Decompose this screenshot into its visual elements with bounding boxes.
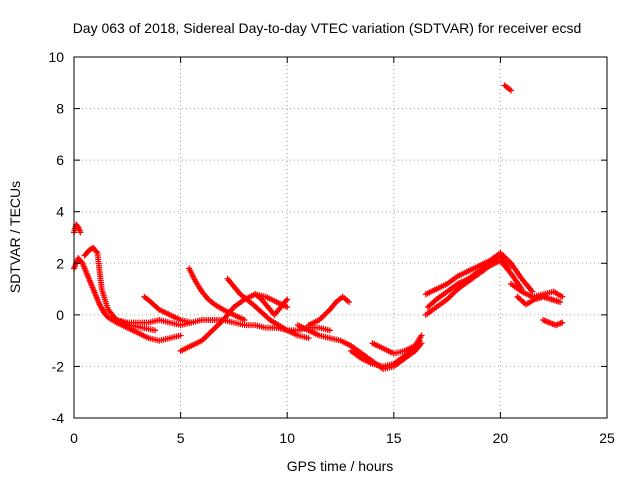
series-arc-mid-2 (141, 293, 195, 326)
data-point (77, 229, 84, 236)
series-arc-mid-6 (252, 291, 291, 318)
series-arc-mid-4 (177, 291, 291, 354)
data-point (241, 317, 248, 324)
data-point (284, 304, 291, 311)
y-tick-label: 4 (56, 204, 64, 220)
x-tick-label: 5 (177, 430, 185, 446)
y-tick-label: 6 (56, 152, 64, 168)
data-point (418, 332, 425, 339)
y-tick-label: 8 (56, 101, 64, 117)
data-point (557, 298, 564, 305)
series-arc-early-high (71, 221, 84, 236)
data-point (505, 265, 512, 272)
plot-frame (73, 56, 608, 419)
data-point (93, 248, 100, 255)
data-point (74, 222, 81, 229)
series-arc-outlier (501, 82, 515, 94)
series-arc-afternoon-c (369, 332, 425, 357)
x-tick-label: 15 (386, 430, 402, 446)
data-point (559, 319, 566, 326)
data-point (305, 335, 312, 342)
data-point (152, 327, 159, 334)
x-tick-label: 10 (279, 430, 295, 446)
data-point (326, 327, 333, 334)
y-tick-label: 2 (56, 255, 64, 271)
data-point (508, 87, 515, 94)
y-axis-label: SDTVAR / TECUs (7, 181, 23, 293)
x-tick-label: 25 (599, 430, 615, 446)
series-arc-late-b (514, 293, 564, 308)
x-axis-ticks: 0 5 10 15 20 25 (70, 57, 615, 446)
data-point (559, 293, 566, 300)
data-point (529, 288, 536, 295)
x-axis-label: GPS time / hours (287, 458, 394, 474)
data-point (188, 319, 195, 326)
series-arc-late-c (540, 317, 566, 329)
data-point (78, 258, 85, 265)
series-arc-rise-c (424, 252, 512, 311)
y-axis-ticks: -4 -2 0 2 4 6 8 10 (48, 49, 607, 426)
data-point (177, 332, 184, 339)
series-arc-mid-5 (224, 275, 312, 342)
x-tick-label: 0 (70, 430, 78, 446)
data-point (346, 298, 353, 305)
chart-title: Day 063 of 2018, Sidereal Day-to-day VTE… (73, 20, 582, 36)
series-arc-start (71, 255, 184, 344)
series-arc-start-b (81, 244, 159, 334)
y-tick-label: 0 (56, 307, 64, 323)
y-tick-label: 10 (48, 49, 64, 65)
x-tick-label: 20 (493, 430, 509, 446)
series-arc-mid-7 (305, 293, 353, 329)
data-point (284, 296, 291, 303)
grid-lines (74, 57, 607, 418)
y-tick-label: -4 (52, 410, 65, 426)
y-tick-label: -2 (52, 358, 65, 374)
data-points (71, 82, 566, 373)
